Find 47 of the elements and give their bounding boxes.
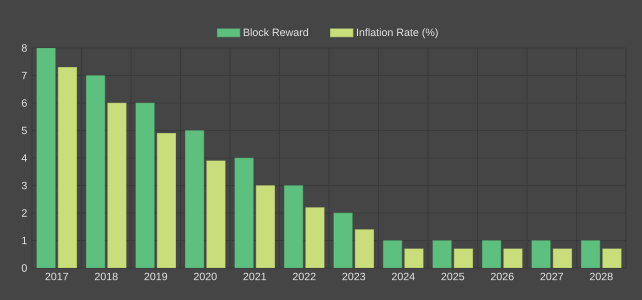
x-tick-label: 2025	[441, 272, 464, 280]
bar	[156, 132, 176, 268]
x-tick-label: 2028	[590, 272, 613, 280]
x-tick-label: 2020	[194, 272, 217, 280]
bar	[206, 160, 226, 268]
x-tick-label: 2017	[45, 272, 68, 280]
bar	[284, 185, 304, 268]
bar	[333, 212, 353, 268]
bar	[184, 130, 204, 268]
bar	[135, 102, 155, 268]
y-tick-label: 5	[22, 126, 27, 134]
bar	[552, 248, 572, 268]
y-tick-label: 8	[22, 44, 27, 52]
x-tick-label: 2018	[94, 272, 118, 280]
y-tick-label: 6	[22, 99, 27, 107]
bar	[107, 102, 127, 268]
legend-label: Inflation Rate (%)	[356, 28, 438, 38]
bar	[432, 240, 452, 268]
y-tick-label: 3	[22, 182, 27, 190]
x-tick-label: 2023	[342, 272, 366, 280]
bar	[234, 158, 254, 268]
y-tick-label: 0	[22, 264, 27, 272]
y-tick-label: 4	[22, 154, 27, 162]
y-tick-label: 7	[22, 72, 27, 80]
bar	[580, 240, 600, 268]
x-tick-label: 2019	[144, 272, 168, 280]
bar	[404, 248, 424, 268]
legend-label: Block Reward	[244, 28, 308, 36]
y-tick-label: 2	[22, 209, 27, 217]
bar	[531, 240, 551, 268]
bar	[503, 248, 523, 268]
bar	[36, 48, 56, 268]
bar	[58, 66, 78, 268]
x-tick-label: 2026	[490, 272, 514, 280]
bar	[256, 185, 276, 268]
bar	[382, 240, 402, 268]
bar	[354, 229, 374, 268]
bar	[482, 240, 502, 268]
bar	[454, 248, 474, 268]
x-tick-label: 2027	[540, 272, 564, 280]
bar	[602, 248, 622, 268]
bar	[86, 75, 106, 268]
x-tick-label: 2021	[243, 272, 266, 280]
y-tick-label: 1	[22, 236, 27, 244]
x-tick-label: 2024	[392, 272, 415, 280]
x-tick-label: 2022	[292, 272, 316, 280]
bar	[305, 207, 325, 268]
